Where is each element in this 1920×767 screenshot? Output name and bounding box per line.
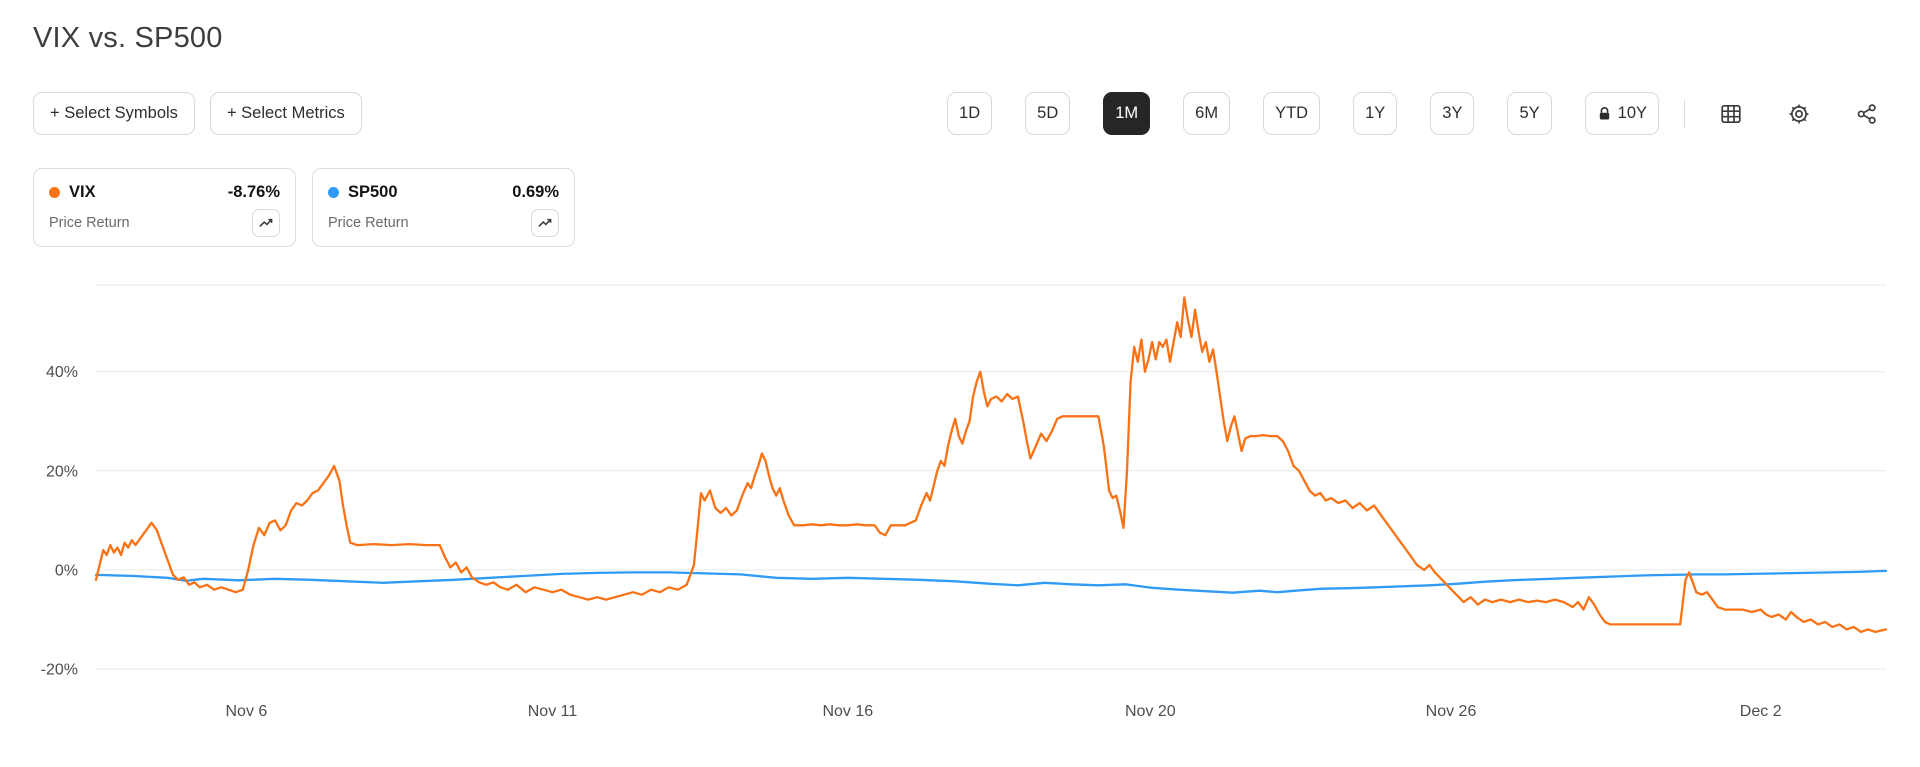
series-sp500-line (94, 569, 1888, 594)
svg-text:40%: 40% (46, 364, 78, 381)
vix-return-value: -8.76% (227, 183, 280, 201)
range-label: 1Y (1365, 104, 1386, 122)
sp500-return-value: 0.69% (512, 183, 559, 201)
toolbar: + Select Symbols + Select Metrics 1D 5D … (33, 92, 1888, 135)
legend-row: VIX -8.76% (49, 183, 280, 202)
legend: VIX -8.76% Price Return SP500 0.69% (33, 168, 575, 247)
trending-up-icon[interactable] (531, 209, 559, 237)
toolbar-icons (1710, 93, 1888, 135)
sp500-metric-label: Price Return (328, 215, 409, 231)
page-title: VIX vs. SP500 (33, 22, 223, 54)
lock-icon (1597, 106, 1612, 121)
gridlines (96, 284, 1886, 670)
range-label: 10Y (1617, 104, 1647, 122)
range-button-5y[interactable]: 5Y (1507, 92, 1552, 135)
sp500-symbol-label: SP500 (348, 183, 398, 201)
range-button-6m[interactable]: 6M (1183, 92, 1231, 135)
range-button-3y[interactable]: 3Y (1430, 92, 1475, 135)
range-label: 1D (959, 104, 981, 122)
svg-text:Nov 6: Nov 6 (226, 703, 268, 720)
series-vix-line (94, 296, 1888, 634)
range-button-1y[interactable]: 1Y (1353, 92, 1398, 135)
sp500-color-dot (328, 187, 339, 198)
settings-icon[interactable] (1778, 93, 1820, 135)
range-button-5d[interactable]: 5D (1025, 92, 1071, 135)
range-label: 6M (1195, 104, 1219, 122)
range-label: 1M (1115, 104, 1139, 122)
svg-text:Nov 11: Nov 11 (528, 703, 578, 720)
range-label: 3Y (1442, 104, 1463, 122)
range-label: YTD (1275, 104, 1309, 122)
legend-row: SP500 0.69% (328, 183, 559, 202)
svg-text:Nov 16: Nov 16 (822, 703, 873, 720)
range-button-1d[interactable]: 1D (947, 92, 993, 135)
y-axis-labels: 40% 20% 0% -20% (41, 364, 78, 678)
svg-text:Dec 2: Dec 2 (1740, 703, 1782, 720)
svg-text:Nov 20: Nov 20 (1125, 703, 1176, 720)
svg-text:20%: 20% (46, 463, 78, 480)
legend-row: Price Return (49, 209, 280, 237)
legend-card-vix[interactable]: VIX -8.76% Price Return (33, 168, 296, 247)
vix-color-dot (49, 187, 60, 198)
select-metrics-button[interactable]: + Select Metrics (209, 92, 362, 135)
toolbar-divider (1684, 99, 1685, 128)
toolbar-left: + Select Symbols + Select Metrics (33, 92, 362, 135)
svg-text:Nov 26: Nov 26 (1426, 703, 1477, 720)
range-label: 5D (1037, 104, 1059, 122)
legend-card-sp500[interactable]: SP500 0.69% Price Return (312, 168, 575, 247)
svg-text:0%: 0% (55, 562, 78, 579)
vix-symbol-label: VIX (69, 183, 96, 201)
legend-row: Price Return (328, 209, 559, 237)
toolbar-right: 1D 5D 1M 6M YTD 1Y 3Y 5Y 10Y (947, 92, 1888, 135)
vix-metric-label: Price Return (49, 215, 130, 231)
x-axis-labels: Nov 6 Nov 11 Nov 16 Nov 20 Nov 26 Dec 2 (226, 703, 1782, 720)
table-icon[interactable] (1710, 93, 1752, 135)
range-button-ytd[interactable]: YTD (1263, 92, 1321, 135)
range-label: 5Y (1519, 104, 1540, 122)
trending-up-icon[interactable] (252, 209, 280, 237)
range-button-10y[interactable]: 10Y (1584, 92, 1659, 135)
select-symbols-button[interactable]: + Select Symbols (33, 92, 195, 135)
range-button-1m[interactable]: 1M (1103, 92, 1151, 135)
svg-text:-20%: -20% (41, 662, 78, 679)
share-icon[interactable] (1846, 93, 1888, 135)
price-chart[interactable]: 40% 20% 0% -20% Nov 6 Nov 11 Nov 16 Nov 20 Nov 2… (0, 260, 1920, 750)
